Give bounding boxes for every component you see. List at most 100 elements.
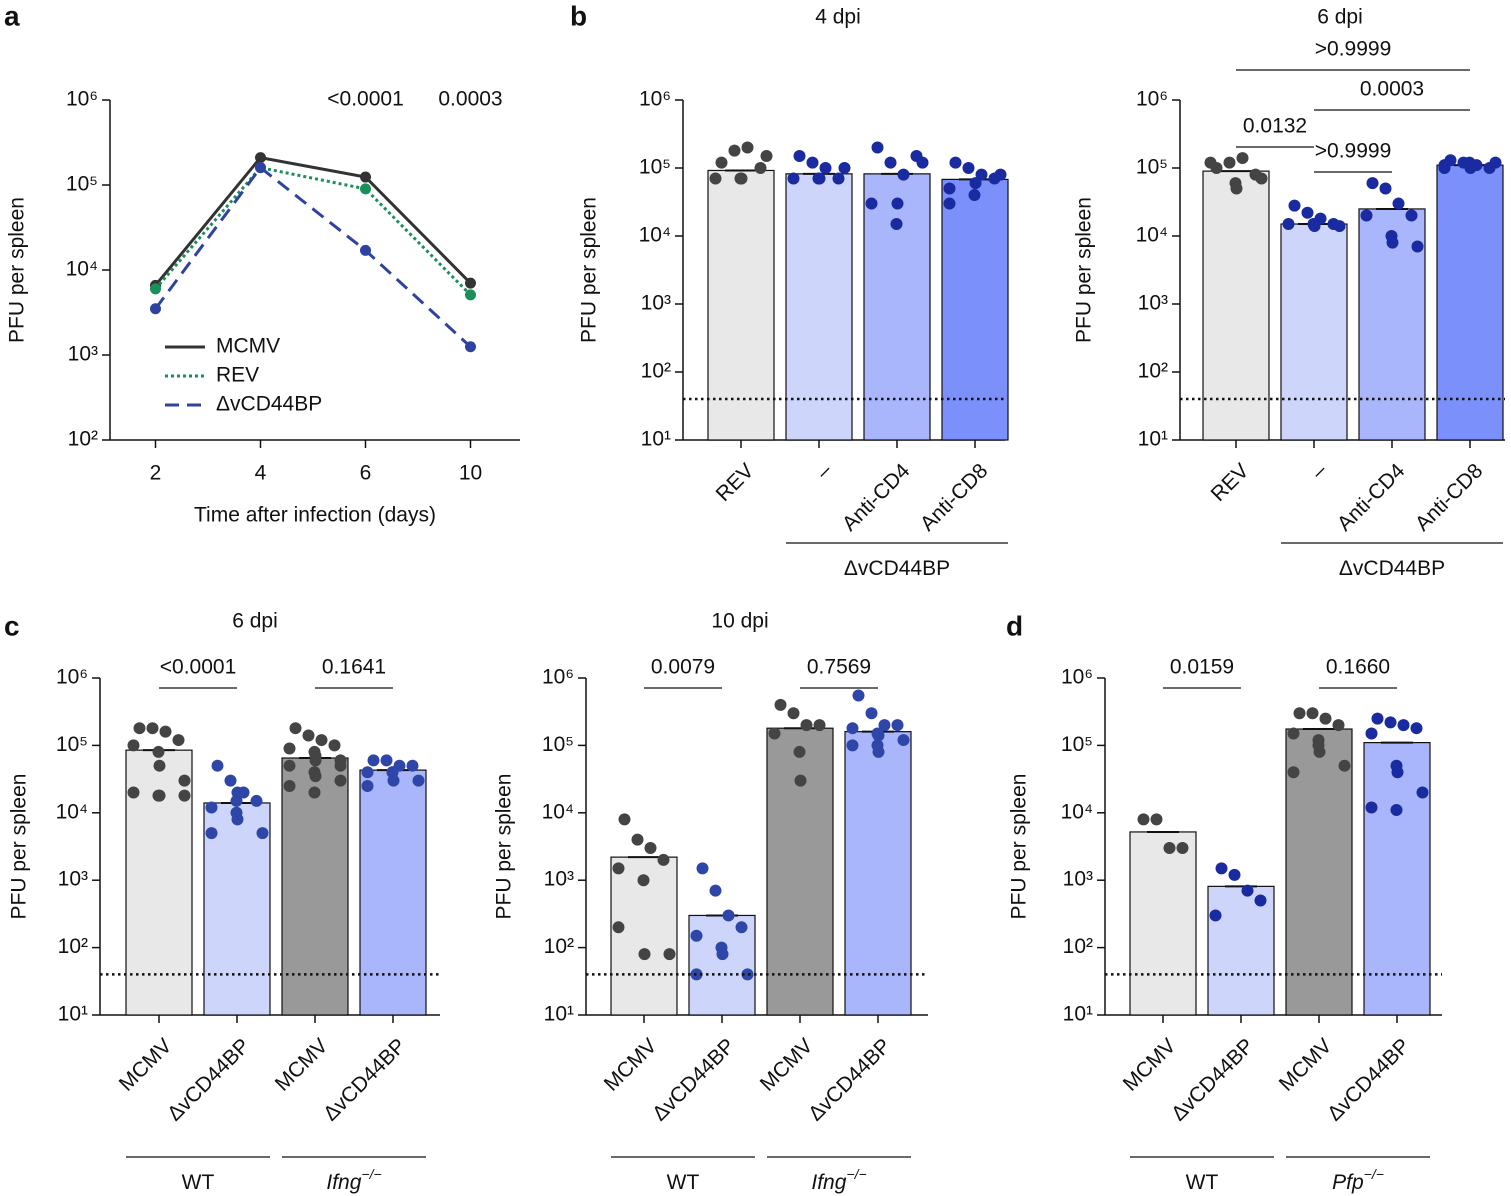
data-point [315,734,328,747]
data-point [133,722,146,735]
y-tick-label: 10⁶ [639,88,671,111]
y-tick-label: 10² [1138,360,1168,383]
data-point [872,729,885,742]
data-point [813,172,826,185]
data-point [1365,727,1378,740]
y-tick-label: 10¹ [1063,1003,1093,1026]
x-tick-label: MCMV [115,1034,177,1096]
data-point [1150,813,1163,826]
y-tick-label: 10³ [68,343,98,366]
p-value: 0.0003 [438,88,502,111]
x-tick-label: ΔvCD44BP [1167,1034,1258,1125]
y-tick-label: 10¹ [544,1003,574,1026]
bar [1202,170,1270,441]
panel-letter: d [1006,610,1023,641]
group-name: ΔvCD44BP [1339,557,1445,580]
data-point [289,722,302,735]
data-point [735,172,748,185]
data-point [865,197,878,210]
y-tick-label: 10⁵ [542,733,574,756]
data-point [891,719,904,732]
data-point [1204,156,1217,169]
data-point [890,218,903,231]
data-point [962,162,975,174]
data-point [638,948,651,961]
data-point [806,156,819,169]
y-tick-label: 10⁴ [542,800,574,823]
legend-label: ΔvCD44BP [216,393,322,416]
data-point [994,168,1007,181]
data-point [412,774,425,787]
data-point [852,689,865,702]
data-point [768,727,781,740]
x-tick-label: 10 [459,462,482,485]
data-point [334,774,347,787]
y-tick-label: 10² [1063,935,1093,958]
data-point [741,968,754,981]
bar [1129,831,1197,1016]
panel-letter: a [4,0,20,31]
data-point [1313,745,1326,758]
y-tick-label: 10² [641,360,671,383]
data-point [709,172,722,185]
data-point [794,774,807,787]
data-point [1405,209,1418,222]
data-point [224,774,237,787]
data-point [1312,734,1325,747]
data-point [127,739,140,752]
x-tick-label: MCMV [600,1034,662,1096]
bar [707,169,775,441]
group-label: Pfp−/− [1332,1166,1384,1194]
bar [359,769,427,1016]
data-point [1306,707,1319,720]
data-point [968,189,981,202]
data-point [255,162,266,174]
y-tick-label: 10² [58,935,88,958]
data-point [735,921,748,934]
data-point [1366,177,1379,190]
data-point [969,177,982,190]
p-value: 0.1660 [1326,656,1390,679]
data-point [380,754,393,767]
data-point [231,786,244,799]
data-point [153,789,166,802]
data-point [146,722,159,735]
p-value: 0.7569 [807,656,871,679]
data-point [637,874,650,887]
bar [1280,223,1348,441]
data-point [1236,152,1249,165]
data-point [800,719,813,732]
x-tick-label: Anti-CD8 [1411,459,1488,536]
data-point [360,171,371,183]
data-point [832,172,845,185]
data-point [891,197,904,210]
data-point [150,283,161,295]
data-point [308,786,321,799]
data-point [787,172,800,185]
y-tick-label: 10⁶ [1061,666,1093,689]
group-label: ΔvCD44BP [844,557,950,580]
y-tick-label: 10¹ [58,1003,88,1026]
series-line [154,166,472,296]
bar [863,173,931,441]
data-point [361,766,374,779]
group-name: Pfp [1332,1171,1364,1194]
data-point [865,707,878,720]
data-point [1397,719,1410,732]
p-value: 0.0003 [1360,78,1424,101]
data-point [872,745,885,758]
data-point [1338,759,1351,772]
data-point [716,948,729,961]
data-point [1332,719,1345,732]
x-tick-label: Anti-CD4 [1333,459,1410,536]
y-tick-label: 10³ [1063,868,1093,891]
data-point [328,739,341,752]
data-point [884,156,897,169]
data-point [465,341,476,353]
group-label: Ifng−/− [811,1166,866,1194]
data-point [283,759,296,772]
data-point [309,770,322,783]
data-point [846,722,859,735]
y-tick-label: 10³ [544,868,574,891]
